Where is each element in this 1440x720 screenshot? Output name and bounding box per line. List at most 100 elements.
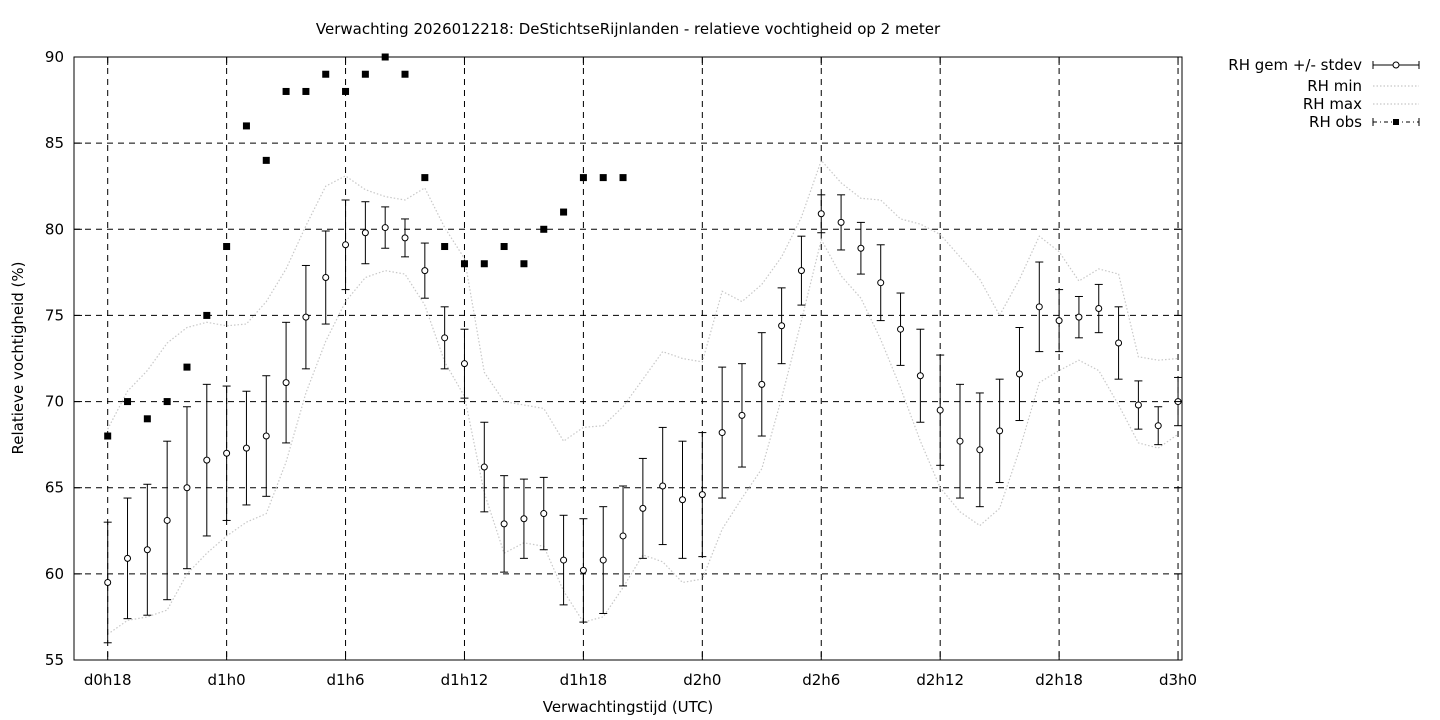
mean-point [599,556,607,564]
mean-point [460,360,468,368]
mean-point [500,520,508,528]
obs-point [500,243,508,251]
mean-point [262,432,270,440]
mean-point [916,372,924,380]
mean-point [203,456,211,464]
obs-point [322,70,330,78]
obs-point [124,398,132,406]
legend-label: RH obs [1309,113,1362,131]
obs-point [599,174,607,182]
mean-point [996,427,1004,435]
obs-point [262,156,270,164]
rh-max-series [107,159,1179,443]
x-tick-label: d3h0 [1159,671,1197,689]
mean-point [242,444,250,452]
mean-point [1134,401,1142,409]
obs-point [223,243,231,251]
obs-point [579,174,587,182]
x-tick-label: d1h18 [560,671,608,689]
mean-point [302,313,310,321]
x-axis-label: Verwachtingstijd (UTC) [543,698,714,716]
legend-label: RH max [1303,95,1362,113]
rh-mean-series [103,194,1183,644]
obs-point [619,174,627,182]
mean-point [342,241,350,249]
y-tick-label: 70 [45,393,64,411]
x-tick-label: d0h18 [84,671,132,689]
mean-point [124,554,132,562]
mean-point [480,463,488,471]
mean-point [679,496,687,504]
legend-label: RH gem +/- stdev [1228,56,1362,74]
mean-point [401,234,409,242]
mean-point [956,437,964,445]
legend-swatch-mean [1392,61,1400,69]
y-tick-label: 85 [45,134,64,152]
mean-point [183,484,191,492]
mean-point [659,482,667,490]
mean-point [718,429,726,437]
mean-point [520,515,528,523]
obs-point [143,415,151,423]
rh-max-line [107,159,1179,443]
mean-point [698,491,706,499]
y-axis-label: Relatieve vochtigheid (%) [9,261,27,454]
y-tick-label: 60 [45,565,64,583]
mean-point [540,510,548,518]
obs-point [421,174,429,182]
y-tick-label: 80 [45,220,64,238]
x-tick-label: d1h0 [208,671,246,689]
legend-label: RH min [1307,77,1362,95]
mean-point [1075,313,1083,321]
mean-point [639,504,647,512]
mean-point [738,411,746,419]
y-tick-label: 65 [45,479,64,497]
legend-swatch-obs [1393,119,1399,125]
mean-point [817,210,825,218]
plot-frame [73,56,1183,661]
y-tick-label: 90 [45,48,64,66]
mean-point [421,267,429,275]
obs-point [520,260,528,268]
mean-point [1015,370,1023,378]
rh-min-series [107,237,1179,635]
mean-point [381,224,389,232]
obs-point [441,243,449,251]
mean-point [619,532,627,540]
obs-point [163,398,171,406]
mean-point [282,379,290,387]
x-tick-label: d2h18 [1035,671,1083,689]
y-axis: 55 60 65 70 75 80 85 90 [45,48,1182,669]
x-tick-label: d1h12 [441,671,489,689]
mean-point [976,446,984,454]
mean-point [143,546,151,554]
mean-point [1095,305,1103,313]
obs-point [282,87,290,95]
mean-point [223,449,231,457]
mean-point [104,578,112,586]
mean-point [837,218,845,226]
mean-point [936,406,944,414]
mean-point [1055,317,1063,325]
obs-point [302,87,310,95]
x-axis: d0h18 d1h0 d1h6 d1h12 d1h18 d2h0 d2h6 d2h12 d2h1… [84,57,1197,689]
y-tick-label: 75 [45,306,64,324]
x-tick-label: d2h12 [916,671,964,689]
obs-point [203,311,211,319]
mean-point [441,334,449,342]
rh-min-line [107,237,1179,635]
mean-point [758,380,766,388]
mean-point [1115,339,1123,347]
obs-point [460,260,468,268]
x-tick-label: d2h6 [802,671,840,689]
obs-point [401,70,409,78]
mean-point [857,244,865,252]
mean-point [778,322,786,330]
mean-point [322,274,330,282]
obs-point [480,260,488,268]
mean-point [163,516,171,524]
mean-point [361,229,369,237]
mean-point [797,267,805,275]
